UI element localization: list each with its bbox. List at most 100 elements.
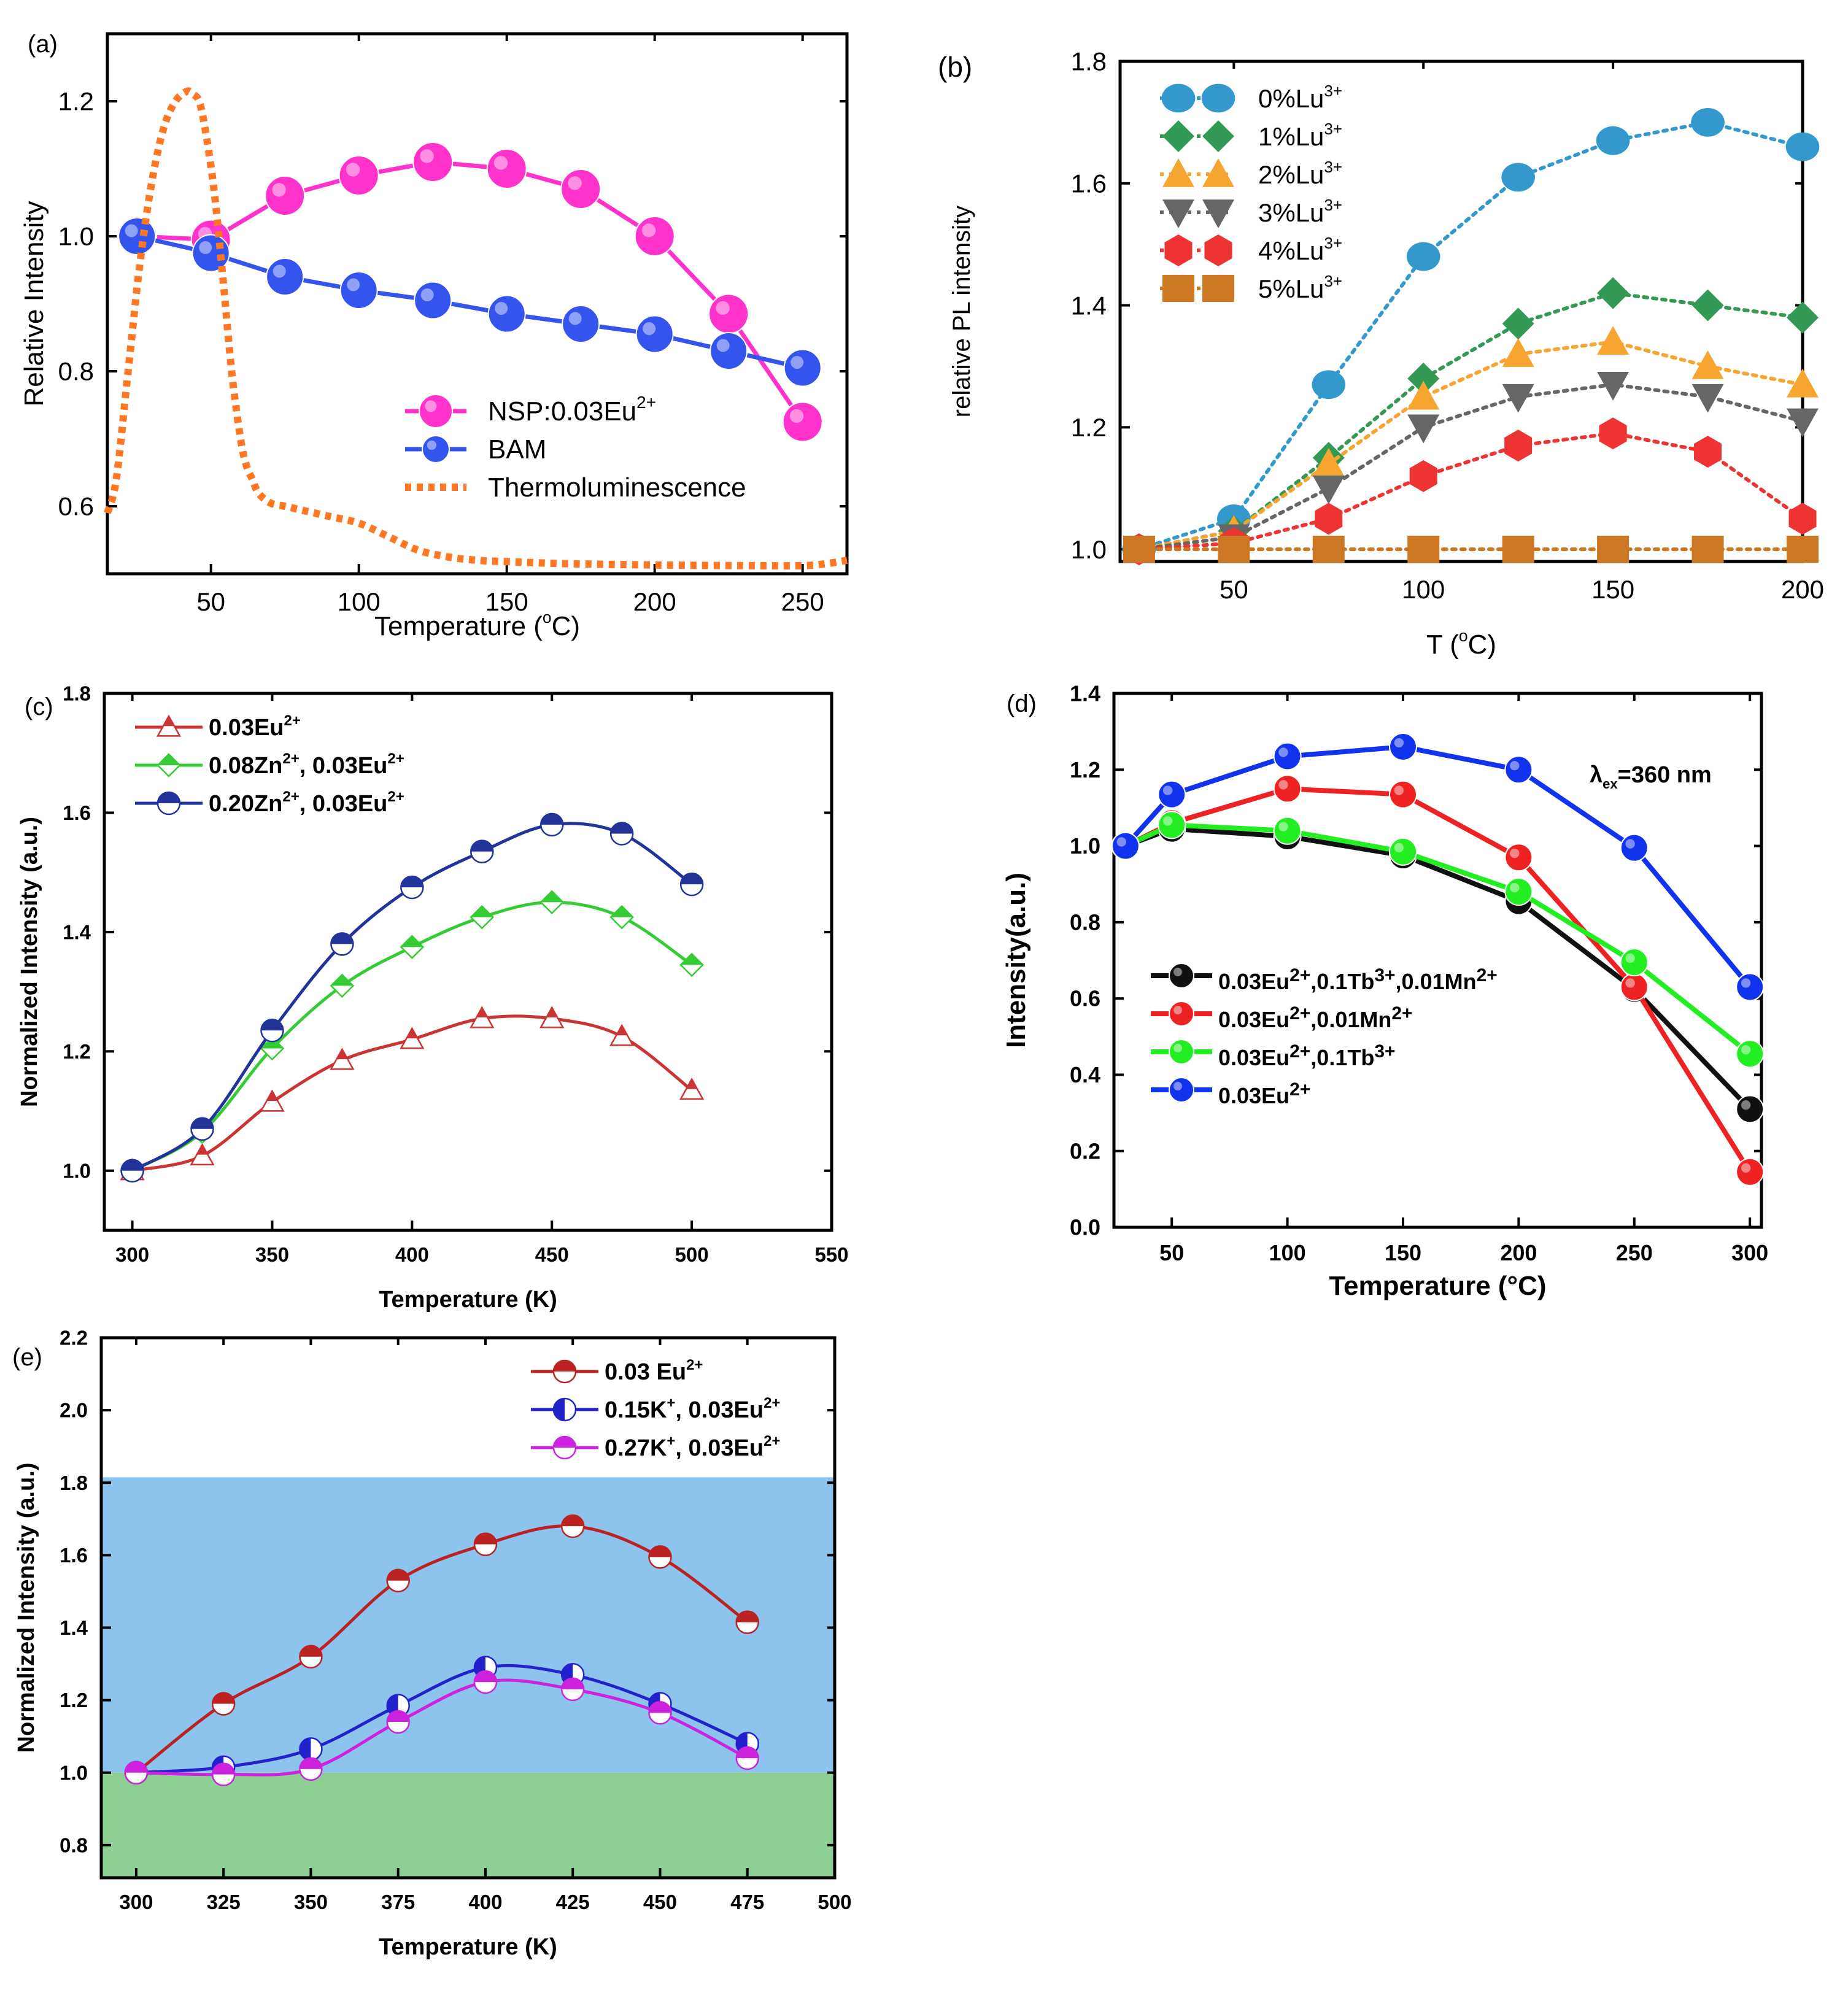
legend-swatch-marker (1162, 120, 1194, 152)
y-tick-label: 1.4 (63, 920, 91, 943)
legend-swatch-marker-fill (158, 754, 180, 765)
data-point (1620, 948, 1649, 977)
data-point-shine (1278, 780, 1288, 790)
series-line (131, 900, 693, 1172)
data-point-fill (611, 906, 633, 917)
legend-label: 0.27K+, 0.03Eu2+ (605, 1433, 780, 1461)
data-point-shine (1162, 816, 1173, 826)
data-point (1501, 163, 1535, 192)
legend-swatch-marker (1202, 120, 1234, 152)
chart-panel-2: 50 100 150 200 1.0 1.2 1.4 1.6 1.8 T (oC) relative… (938, 47, 1824, 660)
legend-label-text: BAM (488, 434, 546, 465)
data-point (1788, 503, 1817, 535)
legend-label-text: 0.03Eu2+ (1218, 1079, 1311, 1108)
data-point (1312, 447, 1345, 477)
legend-swatch-marker (1169, 963, 1194, 989)
data-point-shine (1510, 760, 1520, 771)
legend: 0%Lu3+1%Lu3+2%Lu3+3%Lu3+4%Lu3+5%Lu3+ (1160, 82, 1342, 303)
data-point-fill (611, 822, 633, 834)
data-point (1273, 742, 1302, 771)
data-point-shine (1741, 1044, 1751, 1055)
data-point (1502, 536, 1534, 563)
data-point (709, 332, 748, 370)
data-point-fill (401, 876, 423, 887)
legend: NSP:0.03Eu2+ BAM Thermoluminescence (405, 393, 746, 503)
x-axis-label: Temperature (oC) (374, 608, 580, 641)
data-point-fill (300, 1645, 322, 1657)
data-point-shine (272, 183, 286, 197)
data-point-fill (300, 1738, 311, 1761)
y-tick-label: 1.4 (1070, 681, 1100, 706)
x-tick-label: 50 (196, 587, 225, 616)
data-point (1502, 338, 1534, 367)
data-point-shine (1394, 843, 1404, 852)
data-point (782, 401, 823, 442)
legend-swatch-marker-fill (554, 1437, 576, 1448)
data-point-shine (346, 163, 360, 177)
data-point-shine (643, 322, 656, 335)
data-point-fill (616, 1025, 628, 1036)
data-point-shine (1510, 882, 1520, 893)
data-point (1406, 242, 1440, 271)
y-tick-label: 1.8 (63, 682, 91, 705)
data-point (1736, 1157, 1765, 1186)
data-point (1111, 831, 1140, 860)
data-point-shine (1625, 839, 1635, 849)
legend-label: 0.03Eu2+,0.1Tb3+,0.01Mn2+ (1218, 965, 1498, 994)
legend-swatch-marker (1161, 83, 1196, 113)
legend-swatch-marker-shine (1173, 1006, 1182, 1014)
data-point-shine (1741, 1100, 1751, 1110)
data-point (1694, 436, 1722, 468)
data-point-shine (716, 339, 730, 352)
legend-label-text: 0.03 Eu (605, 1359, 686, 1385)
legend-label-text: 0.20Zn (209, 791, 282, 817)
y-tick-label: 1.6 (60, 1544, 88, 1567)
data-point-fill (212, 1763, 235, 1775)
legend-label-sup: 2+ (284, 712, 301, 729)
legend-label-sup: 3+ (1324, 82, 1342, 100)
data-point (1218, 536, 1250, 563)
legend-label-sup: 2+ (636, 393, 656, 412)
legend-swatch-marker-shine (1173, 1044, 1182, 1052)
data-point-fill (196, 1144, 208, 1155)
legend: 0.03 Eu2+0.15K+, 0.03Eu2+0.27K+, 0.03Eu2… (531, 1357, 780, 1461)
data-point (118, 217, 157, 255)
legend-label: 0.20Zn2+, 0.03Eu2+ (209, 789, 404, 817)
data-point (1620, 833, 1649, 862)
excitation-annotation-text: =360 nm (1618, 762, 1712, 788)
panel-label: (e) (12, 1344, 42, 1371)
data-point-fill (686, 1079, 698, 1089)
data-point (635, 315, 674, 353)
y-tick-label: 1.0 (63, 1159, 91, 1182)
y-tick-label: 0.8 (60, 1834, 88, 1856)
data-point-shine (125, 224, 138, 237)
y-tick-label: 0.0 (1070, 1215, 1100, 1240)
data-point-shine (1741, 1163, 1751, 1173)
data-point (1407, 536, 1440, 563)
data-point (1691, 536, 1724, 563)
data-point-fill (546, 1007, 558, 1018)
legend-label-text: 5%Lu (1258, 274, 1324, 303)
legend-label-tail: , 0.03Eu (675, 1397, 764, 1423)
x-axis-label-text: Temperature (°C) (1329, 1271, 1546, 1301)
x-axis-label-text: Temperature (K) (379, 1287, 557, 1313)
data-point (1596, 126, 1630, 155)
series-2 (118, 217, 822, 387)
panel-label: (c) (25, 693, 53, 720)
x-axis-label: T (oC) (1426, 627, 1496, 660)
excitation-annotation-sub: ex (1603, 776, 1618, 792)
legend-label-text: 0.03Eu2+,0.1Tb3+ (1218, 1041, 1396, 1070)
data-point (708, 293, 749, 334)
data-point (1691, 289, 1724, 322)
x-tick-label: 250 (1616, 1240, 1653, 1265)
legend-label-text: 0%Lu (1258, 84, 1324, 113)
data-point-fill (387, 1711, 409, 1722)
data-point (1736, 1095, 1765, 1124)
y-tick-label: 1.4 (1071, 291, 1107, 320)
series-line (1137, 291, 1804, 552)
x-tick-label: 200 (1781, 575, 1824, 604)
series-6 (1123, 536, 1819, 563)
data-point-fill (541, 891, 563, 903)
y-tick-label: 1.2 (58, 87, 94, 116)
legend-label-sup: 2+ (387, 789, 404, 805)
